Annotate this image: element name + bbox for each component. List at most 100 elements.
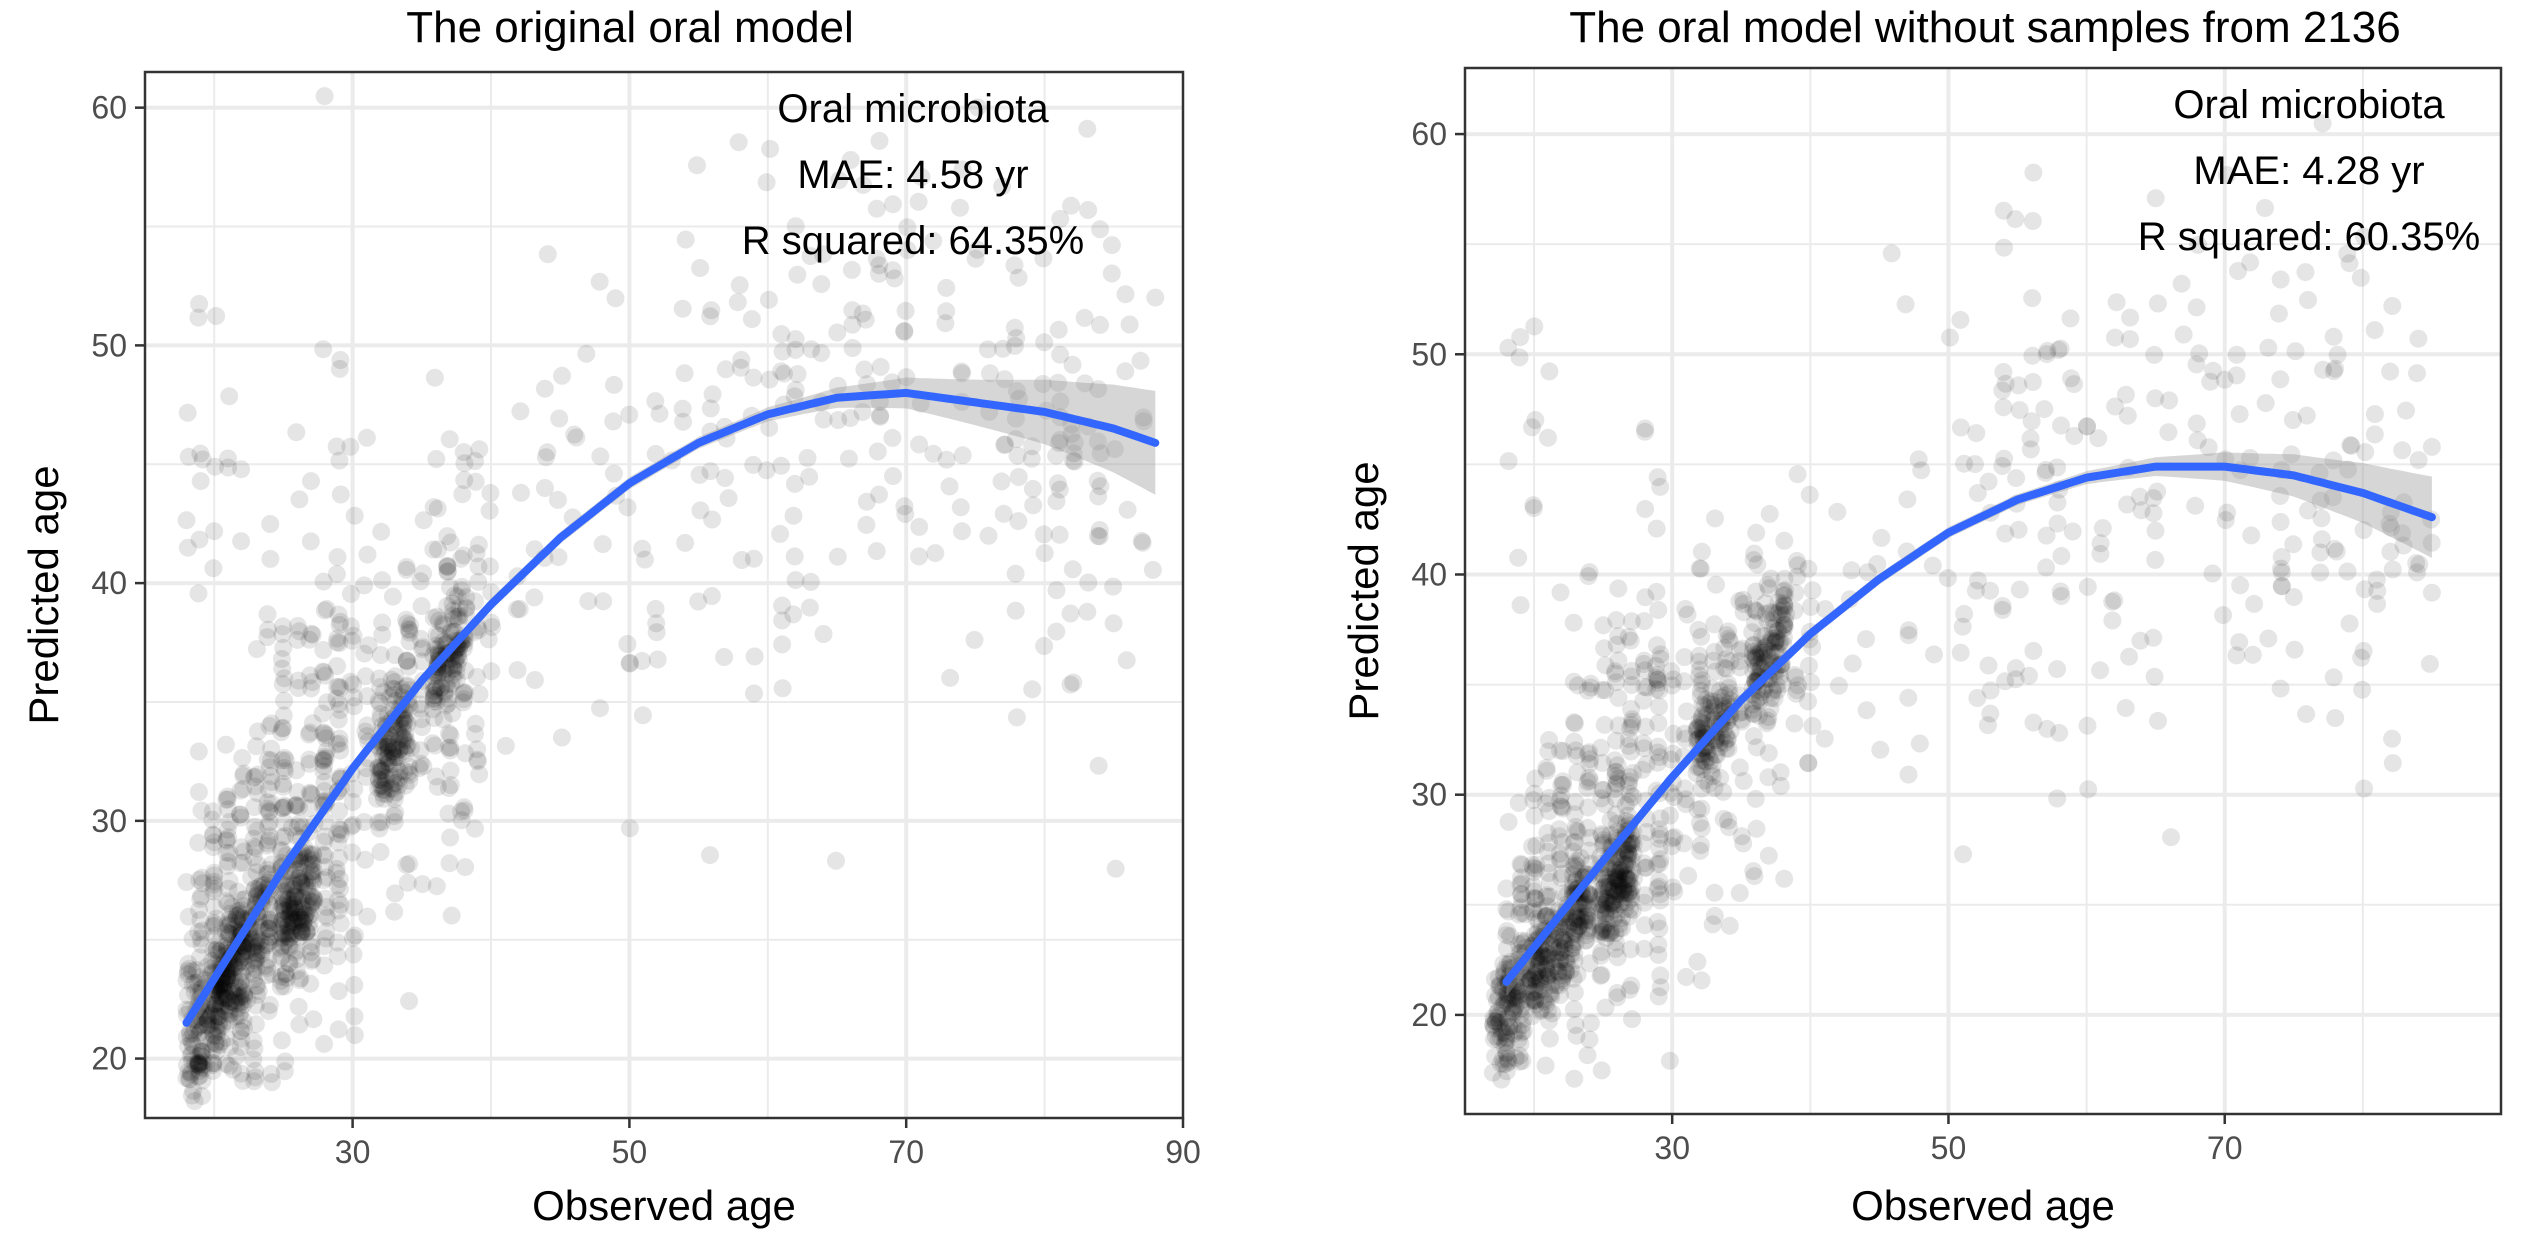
data-point: [1566, 741, 1585, 760]
data-point: [302, 932, 321, 951]
data-point: [424, 690, 443, 708]
data-point: [275, 748, 294, 767]
data-point: [455, 683, 474, 702]
data-point: [204, 1054, 223, 1072]
data-point: [1699, 694, 1718, 713]
data-point: [1530, 981, 1549, 999]
data-point: [1051, 345, 1070, 364]
data-point: [2145, 667, 2164, 686]
data-point: [1698, 706, 1716, 725]
data-point: [1676, 795, 1695, 813]
data-point: [2355, 580, 2374, 599]
data-point: [1565, 983, 1584, 1002]
data-point: [205, 866, 224, 885]
data-point: [446, 650, 465, 669]
data-point: [413, 640, 432, 658]
data-point: [1609, 716, 1628, 735]
data-point: [896, 301, 915, 320]
data-point: [380, 688, 399, 707]
data-point: [1567, 924, 1586, 943]
data-point: [1540, 984, 1559, 1003]
data-point: [260, 911, 279, 930]
data-point: [1606, 864, 1625, 883]
data-point: [1995, 449, 2014, 468]
data-point: [358, 545, 377, 564]
data-point: [1554, 884, 1573, 903]
data-point: [1771, 763, 1790, 782]
data-point: [189, 1047, 208, 1065]
data-point: [1596, 904, 1615, 923]
data-point: [203, 917, 222, 936]
data-point: [198, 1006, 217, 1025]
data-point: [331, 821, 350, 840]
data-point: [1620, 772, 1639, 791]
data-point: [1675, 779, 1694, 798]
data-point: [1525, 889, 1543, 907]
data-point: [1996, 374, 2015, 393]
data-point: [393, 719, 412, 738]
data-point: [260, 934, 279, 953]
data-point: [181, 1029, 200, 1048]
data-point: [231, 805, 250, 824]
data-point: [1688, 952, 1707, 971]
data-point: [1619, 845, 1638, 864]
data-point: [871, 407, 890, 426]
data-point: [1610, 860, 1629, 879]
data-point: [1594, 834, 1613, 852]
data-point: [229, 902, 247, 921]
scatter-points: [177, 87, 1165, 1111]
data-point: [2160, 391, 2179, 410]
data-point: [274, 777, 293, 796]
data-point: [369, 770, 388, 789]
data-point: [225, 993, 244, 1012]
data-point: [368, 759, 387, 777]
data-point: [1648, 879, 1667, 898]
data-point: [2397, 401, 2415, 420]
data-point: [508, 600, 526, 619]
data-point: [1590, 904, 1609, 923]
data-point: [1514, 1022, 1533, 1041]
data-point: [2121, 308, 2140, 327]
data-point: [441, 533, 460, 552]
data-point: [1678, 605, 1697, 624]
data-point: [317, 741, 336, 760]
data-point: [258, 605, 277, 624]
data-point: [244, 1031, 263, 1050]
data-point: [2006, 210, 2025, 229]
data-point: [231, 973, 250, 992]
data-point: [387, 773, 406, 792]
data-point: [2106, 397, 2125, 416]
data-point: [262, 1064, 281, 1083]
data-point: [244, 848, 263, 867]
data-point: [438, 562, 457, 581]
data-point: [1561, 961, 1580, 979]
data-point: [258, 836, 277, 855]
data-point: [300, 750, 319, 769]
data-point: [937, 278, 956, 297]
data-point: [272, 1031, 291, 1050]
data-point: [732, 350, 751, 369]
data-point: [1690, 660, 1709, 679]
data-point: [1495, 1023, 1513, 1042]
data-point: [207, 909, 226, 928]
data-point: [1568, 910, 1587, 928]
data-point: [510, 600, 529, 618]
data-point: [1508, 983, 1527, 1002]
data-point: [2121, 330, 2139, 349]
data-point: [427, 877, 446, 896]
data-point: [1604, 880, 1623, 899]
data-point: [302, 855, 321, 874]
data-point: [300, 723, 319, 742]
data-point: [300, 906, 318, 925]
data-point: [1606, 939, 1625, 958]
data-point: [294, 900, 313, 919]
data-point: [1701, 692, 1720, 711]
data-point: [1691, 841, 1710, 860]
data-point: [1994, 398, 2013, 417]
data-point: [1503, 988, 1522, 1007]
data-point: [675, 364, 694, 383]
data-point: [328, 947, 347, 966]
data-point: [2227, 345, 2246, 364]
data-point: [345, 1007, 364, 1026]
data-point: [329, 710, 348, 729]
